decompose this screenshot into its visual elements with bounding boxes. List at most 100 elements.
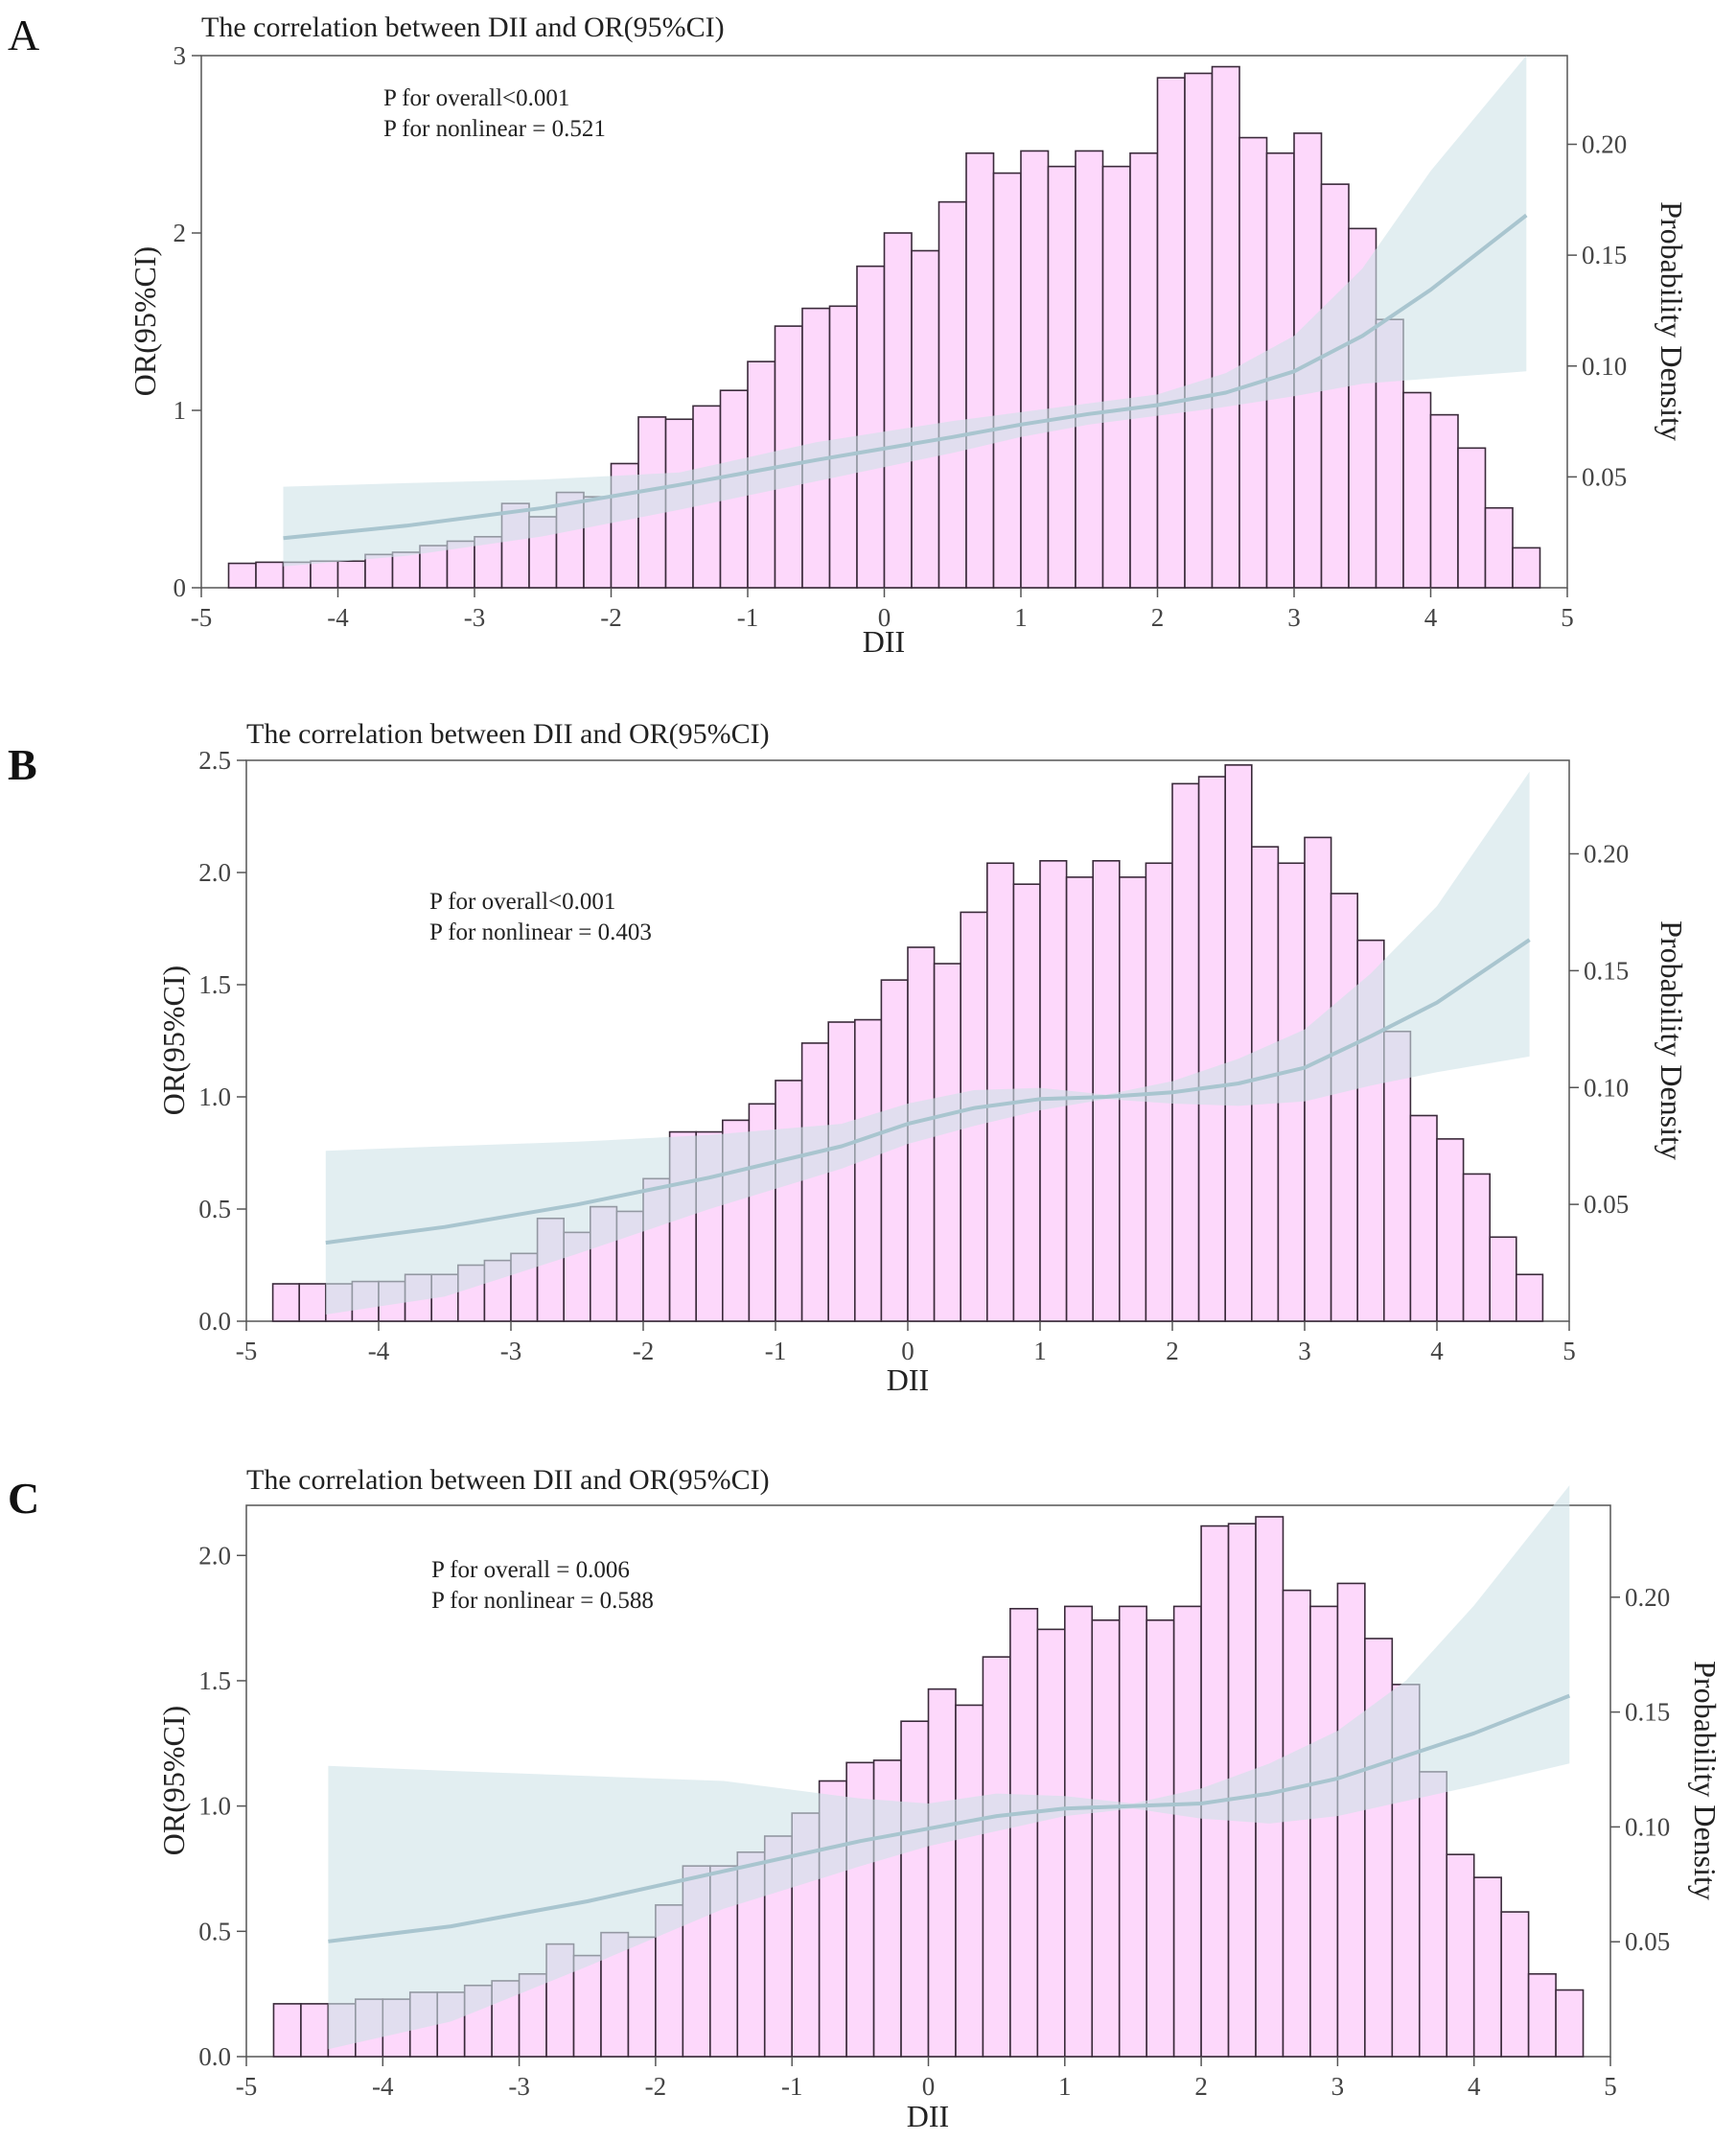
y-tick-label: 1.5 (198, 970, 231, 999)
chart-panel-a: A The correlation between DII and OR(95%C… (8, 11, 1689, 659)
p-value-annotation: P for nonlinear = 0.403 (429, 919, 652, 945)
y2-axis-label: Probability Density (1655, 201, 1689, 441)
ci-band (328, 1485, 1570, 2050)
y2-tick-label: 0.20 (1584, 840, 1629, 869)
y-tick-label: 2.0 (198, 858, 231, 887)
x-tick-label: 4 (1424, 603, 1438, 632)
x-tick-label: 1 (1014, 603, 1028, 632)
y2-tick-label: 0.10 (1625, 1812, 1670, 1841)
histogram-bar (1184, 72, 1214, 589)
histogram-bar (1075, 150, 1104, 589)
y-tick-label: 1.5 (198, 1666, 231, 1695)
y2-tick-label: 0.05 (1582, 462, 1627, 491)
histogram-bar (300, 2003, 330, 2058)
histogram-bar (1009, 1608, 1039, 2058)
y-axis-label: OR(95%CI) (156, 966, 191, 1115)
histogram-bar (1500, 1911, 1530, 2058)
y-tick-label: 2.5 (198, 746, 231, 775)
y2-tick-label: 0.20 (1582, 130, 1627, 159)
x-tick-label: 0 (922, 2072, 936, 2101)
x-tick-label: 5 (1561, 603, 1574, 632)
histogram-bar (853, 1018, 883, 1322)
y-tick-label: 0.0 (198, 1307, 231, 1336)
chart-panel-c: C The correlation between DII and OR(95%C… (8, 1464, 1723, 2133)
histogram-bar (1336, 1582, 1366, 2058)
x-tick-label: -4 (368, 1337, 390, 1365)
histogram-bar (1064, 1605, 1094, 2058)
x-tick-label: 1 (1033, 1337, 1047, 1365)
y-axis-label: OR(95%CI) (156, 1706, 191, 1855)
histogram-bar (271, 1283, 301, 1322)
x-tick-label: -1 (765, 1337, 787, 1365)
histogram-bar (1211, 65, 1240, 589)
histogram-bar (1527, 1972, 1557, 2058)
x-axis-label: DII (887, 1362, 929, 1397)
histogram-bar (1429, 413, 1459, 589)
histogram-bar (1512, 547, 1541, 589)
x-tick-label: 5 (1562, 1337, 1576, 1365)
x-axis-label: DII (863, 624, 905, 659)
histogram-bars (227, 65, 1541, 589)
y-tick-label: 0.0 (198, 2042, 231, 2071)
x-tick-label: 1 (1058, 2072, 1072, 2101)
x-tick-label: 0 (878, 603, 891, 632)
x-axis-label: DII (907, 2099, 949, 2133)
histogram-bar (933, 963, 961, 1322)
x-tick-label: -1 (737, 603, 759, 632)
histogram-bar (1091, 1618, 1121, 2058)
p-value-annotation: P for overall<0.001 (429, 889, 615, 915)
histogram-bar (1402, 391, 1432, 589)
histogram-bar (800, 1042, 829, 1322)
histogram-bar (1457, 447, 1487, 589)
chart-title: The correlation between DII and OR(95%CI… (246, 718, 770, 750)
p-value-annotation: P for overall = 0.006 (431, 1557, 630, 1583)
y2-tick-label: 0.05 (1584, 1190, 1629, 1219)
histogram-bar (1172, 1605, 1202, 2058)
y2-tick-label: 0.15 (1625, 1698, 1670, 1727)
histogram-bar (965, 151, 995, 589)
p-value-annotation: P for nonlinear = 0.588 (431, 1588, 654, 1614)
histogram-bar (272, 2003, 302, 2058)
x-tick-label: 3 (1298, 1337, 1311, 1365)
histogram-bar (1409, 1114, 1438, 1322)
p-value-annotation: P for nonlinear = 0.521 (383, 116, 606, 142)
y-axis-label: OR(95%CI) (127, 246, 162, 396)
y2-tick-label: 0.20 (1625, 1583, 1670, 1612)
histogram-bar (255, 561, 285, 589)
histogram-bar (900, 1720, 930, 2058)
histogram-bar (1129, 151, 1159, 589)
y-tick-label: 2 (174, 219, 187, 247)
histogram-bar (1146, 1618, 1175, 2058)
x-tick-label: -2 (645, 2072, 667, 2101)
y2-axis-label: Probability Density (1688, 1661, 1723, 1900)
x-tick-label: 2 (1166, 1337, 1179, 1365)
histogram-bar (911, 249, 940, 589)
x-tick-label: 3 (1287, 603, 1301, 632)
histogram-bar (883, 232, 913, 589)
x-tick-label: 0 (901, 1337, 914, 1365)
x-tick-label: -4 (327, 603, 349, 632)
histogram-bar (1418, 1771, 1448, 2058)
or-curve (283, 213, 1528, 541)
y-tick-label: 0 (174, 573, 187, 602)
histogram-bar (1484, 506, 1514, 589)
x-tick-label: -2 (600, 603, 622, 632)
histogram-bar (992, 172, 1022, 589)
y-tick-label: 0.5 (198, 1195, 231, 1223)
histogram-bar (1020, 150, 1050, 589)
x-tick-label: 2 (1151, 603, 1165, 632)
x-tick-label: -3 (500, 1337, 522, 1365)
y-tick-label: 0.5 (198, 1917, 231, 1945)
x-tick-label: -1 (781, 2072, 803, 2101)
histogram-bar (1330, 893, 1358, 1322)
x-tick-label: -3 (508, 2072, 530, 2101)
histogram-bar (1197, 776, 1226, 1322)
x-tick-label: 4 (1468, 2072, 1481, 2101)
histogram-bar (1446, 1853, 1475, 2058)
y2-axis-label: Probability Density (1655, 920, 1689, 1160)
histogram-bar (1092, 860, 1121, 1322)
histogram-bar (827, 1021, 856, 1322)
panel-label: A (8, 11, 39, 59)
histogram-bar (1047, 165, 1076, 589)
